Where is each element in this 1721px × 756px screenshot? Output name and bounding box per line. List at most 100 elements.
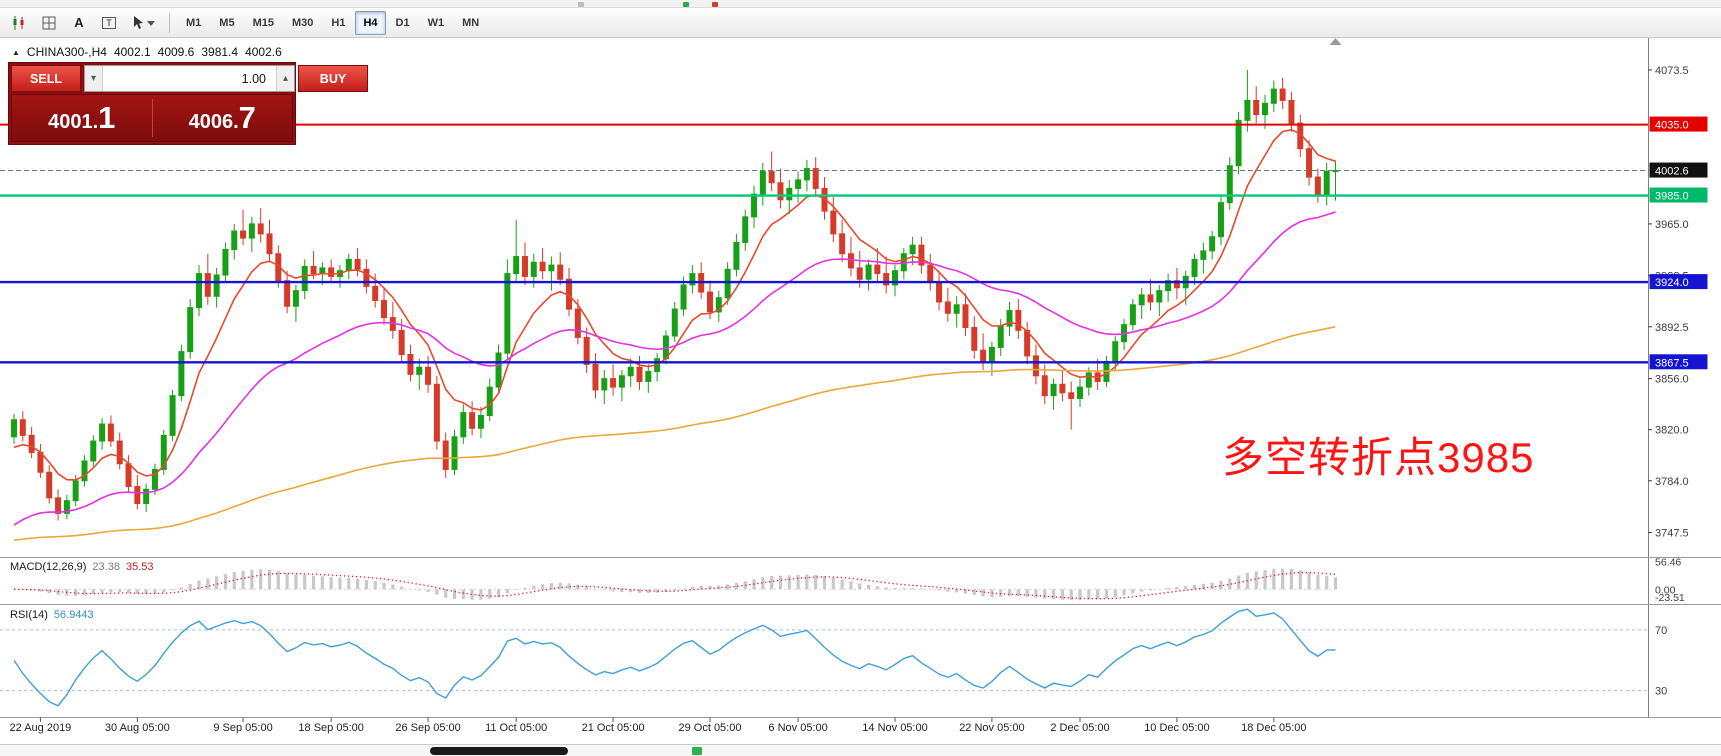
candle-body	[548, 264, 555, 272]
ma-fast-line	[13, 128, 1336, 481]
toolbar-remnant-icon	[683, 2, 689, 7]
candle-body	[1323, 170, 1330, 195]
timeframe-button-w1[interactable]: W1	[427, 16, 445, 29]
ohlc-high: 4009.6	[157, 45, 195, 59]
candle-body	[1226, 165, 1233, 204]
candle-body	[495, 352, 502, 388]
price-badge-label: 3924.0	[1655, 277, 1689, 289]
candle-body	[248, 223, 255, 239]
price-badge-label: 3985.0	[1655, 191, 1689, 203]
ma-mid-line	[13, 211, 1336, 526]
candle-body	[539, 261, 546, 272]
candle-body	[107, 423, 114, 442]
candle-body	[953, 304, 960, 314]
price-tick-label: 3784.0	[1655, 476, 1689, 488]
candle-body	[1041, 375, 1048, 397]
candle-body	[451, 436, 458, 470]
price-badge	[1649, 187, 1708, 203]
candle-body	[187, 307, 194, 353]
candle-body	[909, 244, 916, 255]
time-axis-label: 2 Dec 05:00	[1050, 722, 1110, 734]
chart-shift-marker[interactable]	[1329, 38, 1342, 45]
price-tick-label: 3820.0	[1655, 425, 1689, 437]
timeframe-button-m15[interactable]: M15	[252, 16, 274, 29]
timeframe-button-d1[interactable]: D1	[395, 16, 410, 29]
ohlc-open: 4002.1	[113, 45, 151, 59]
candle-body	[1147, 294, 1154, 303]
candle-body	[583, 336, 590, 365]
candle-body	[742, 216, 749, 243]
volume-control[interactable]: ▾ ▴	[84, 65, 295, 92]
timeframe-button-m1[interactable]: M1	[186, 16, 202, 29]
timeframe-button-m30[interactable]: M30	[291, 16, 314, 29]
grid-icon[interactable]	[35, 10, 63, 36]
candle-body	[980, 349, 987, 363]
candle-body	[786, 187, 793, 201]
candle-body	[63, 500, 70, 514]
candle-body	[1156, 290, 1163, 303]
candle-body	[733, 241, 740, 270]
candle-body	[751, 193, 758, 218]
candle-body	[425, 366, 432, 385]
collapse-arrow-icon[interactable]: ▲	[12, 47, 20, 57]
candle-body	[1191, 258, 1198, 277]
rsi-panel[interactable]: 70 30	[0, 608, 1667, 707]
candle-body	[460, 412, 467, 438]
time-axis-label: 26 Sep 05:00	[395, 722, 461, 734]
candle-body	[125, 463, 132, 487]
candle-body	[433, 383, 440, 442]
candle-body	[1165, 280, 1172, 292]
candle-body	[724, 268, 731, 299]
taskbar-segment	[430, 747, 568, 755]
volume-decrease-caret[interactable]: ▾	[85, 66, 103, 91]
candle-body	[169, 395, 176, 436]
cursor-tool-icon[interactable]	[125, 10, 161, 36]
buy-price-display[interactable]: 4006. 7	[188, 100, 256, 135]
candle-body	[1032, 355, 1039, 377]
candle-body	[513, 256, 520, 275]
ohlc-close: 4002.6	[245, 45, 282, 59]
candle-body	[196, 273, 203, 309]
timeframe-button-h4[interactable]: H4	[355, 10, 386, 35]
candle-body	[803, 168, 810, 181]
time-axis-label: 30 Aug 05:00	[104, 722, 170, 734]
candle-body	[1068, 392, 1075, 399]
candlestick-chart-icon[interactable]	[5, 10, 33, 36]
sell-price-display[interactable]: 4001. 1	[48, 100, 116, 135]
macd-panel[interactable]: 56.46 0.00-23.51	[13, 557, 1685, 604]
candle-body	[944, 301, 951, 314]
candle-body	[1129, 304, 1136, 326]
candle-body	[469, 412, 476, 429]
candle-body	[962, 304, 969, 329]
candle-body	[1270, 88, 1277, 104]
price-scale[interactable]: 4073.53965.03928.53892.53856.03820.03784…	[1648, 38, 1708, 717]
volume-input[interactable]	[103, 66, 276, 91]
price-tick-label: 3892.5	[1655, 322, 1689, 334]
candle-body	[1173, 280, 1180, 289]
candle-body	[997, 325, 1004, 348]
time-axis[interactable]: 22 Aug 2019 30 Aug 05:00 9 Sep 05:00 18 Sep…	[0, 718, 1721, 742]
main-chart-layer[interactable]	[0, 38, 1648, 542]
timeframe-button-m5[interactable]: M5	[219, 16, 235, 29]
timeframe-button-h1[interactable]: H1	[331, 16, 346, 29]
price-badge	[1649, 274, 1708, 290]
font-label-icon[interactable]: A	[74, 15, 84, 30]
sell-button[interactable]: SELL	[11, 65, 81, 92]
candle-body	[557, 264, 564, 280]
macd-indicator-label: MACD(12,26,9) 23.38 35.53	[10, 561, 153, 573]
candle-body	[927, 264, 934, 283]
candle-body	[477, 415, 484, 429]
timeframe-button-mn[interactable]: MN	[462, 16, 480, 29]
status-bar	[0, 744, 1721, 756]
buy-button[interactable]: BUY	[298, 65, 368, 92]
ma-slow-line	[13, 325, 1336, 542]
rsi-level-label: 30	[1655, 686, 1667, 698]
text-box-icon[interactable]: T	[95, 10, 123, 36]
price-badge	[1649, 116, 1708, 132]
volume-increase-caret[interactable]: ▴	[276, 66, 294, 91]
price-tick-label: 3965.0	[1655, 219, 1689, 231]
candle-body	[292, 290, 299, 307]
candle-body	[671, 308, 678, 337]
toolbar-remnant-icon	[712, 2, 718, 7]
